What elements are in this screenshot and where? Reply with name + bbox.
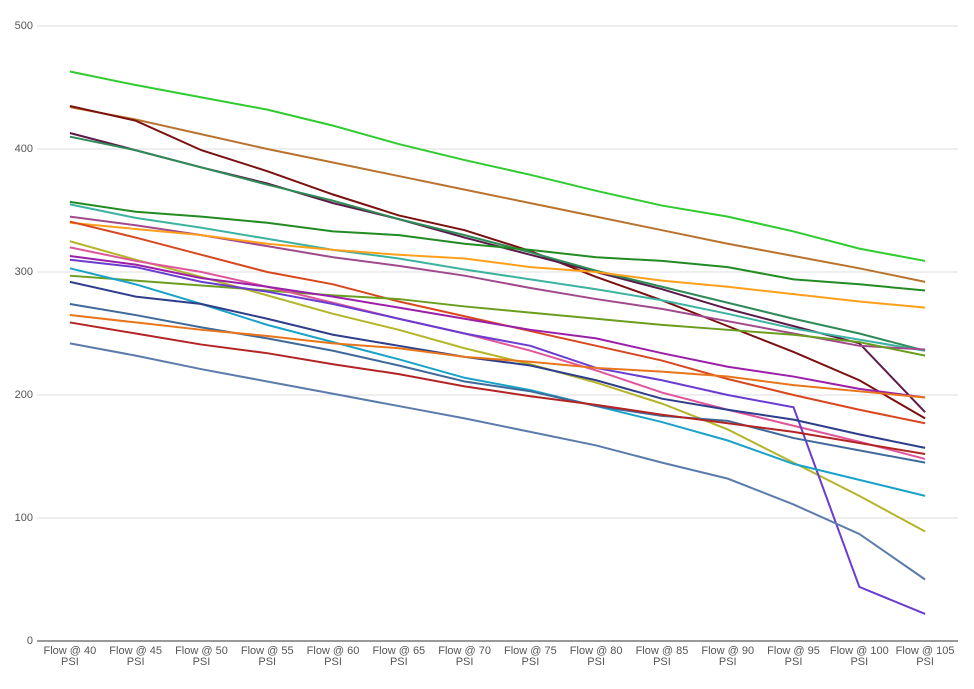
x-tick-label: Flow @ 105 PSI — [895, 645, 955, 668]
series-line — [69, 314, 926, 399]
y-tick-label: 300 — [15, 266, 33, 278]
series-line — [69, 106, 926, 283]
y-tick-label: 200 — [15, 389, 33, 401]
series-line — [69, 274, 926, 357]
x-tick-label: Flow @ 50 PSI — [175, 645, 228, 668]
series-line — [69, 267, 926, 497]
x-tick-label: Flow @ 70 PSI — [438, 645, 491, 668]
series-line — [69, 246, 926, 460]
series-line — [69, 321, 926, 456]
y-tick-label: 100 — [15, 512, 33, 524]
x-tick-label: Flow @ 85 PSI — [635, 645, 689, 668]
x-tick-label: Flow @ 80 PSI — [569, 645, 623, 668]
x-tick-label: Flow @ 100 PSI — [829, 645, 889, 668]
x-tick-label: Flow @ 45 PSI — [109, 645, 163, 668]
y-tick-label: 0 — [27, 635, 33, 647]
y-tick-label: 400 — [15, 143, 33, 155]
y-tick-label: 500 — [15, 20, 33, 32]
x-tick-label: Flow @ 40 PSI — [43, 645, 97, 668]
x-tick-label: Flow @ 65 PSI — [372, 645, 426, 668]
series-line — [69, 220, 926, 425]
series-line — [69, 302, 926, 464]
series-line — [69, 342, 926, 581]
series-line — [69, 104, 926, 420]
series-line — [69, 135, 926, 352]
x-tick-label: Flow @ 95 PSI — [767, 645, 820, 668]
series-line — [69, 221, 926, 309]
x-tick-label: Flow @ 75 PSI — [504, 645, 557, 668]
x-tick-label: Flow @ 90 PSI — [701, 645, 755, 668]
series-line — [69, 70, 926, 262]
series-line — [69, 200, 926, 292]
x-tick-label: Flow @ 55 PSI — [240, 645, 294, 668]
series-line — [69, 258, 926, 615]
series-line — [69, 132, 926, 413]
series-line — [69, 280, 926, 449]
series-line — [69, 203, 926, 352]
x-tick-label: Flow @ 60 PSI — [306, 645, 360, 668]
series-line — [69, 255, 926, 399]
